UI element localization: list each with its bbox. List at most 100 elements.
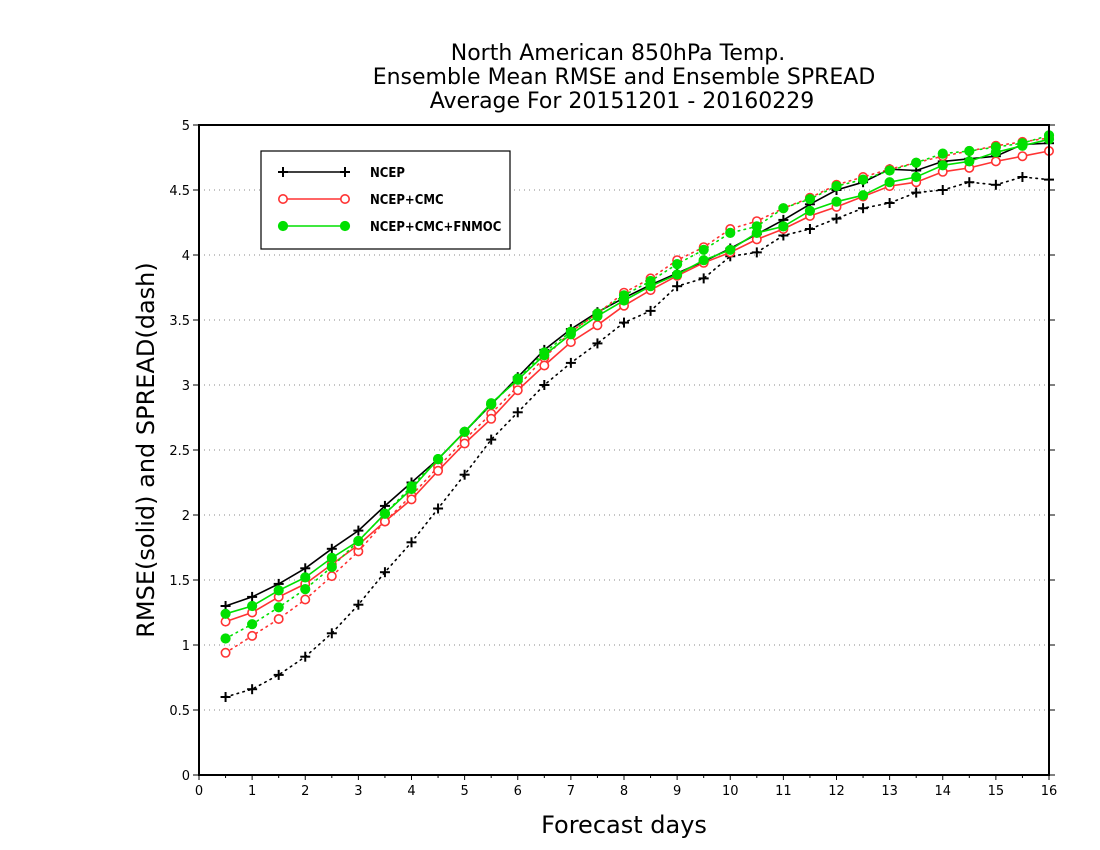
series-ncep-cmc-fnmoc-spread-point [911, 157, 922, 168]
series-ncep-cmc-fnmoc-rmse-point [539, 350, 550, 361]
series-ncep-cmc-rmse-point [459, 438, 470, 449]
series-ncep-cmc-fnmoc-rmse-point [300, 572, 311, 583]
title-line-3: Average For 20151201 - 20160229 [430, 89, 815, 114]
y-tick-label-5: 2.5 [169, 444, 190, 459]
series-ncep-cmc-fnmoc-rmse-point [1017, 140, 1028, 151]
series-ncep-cmc-fnmoc-rmse-point [592, 311, 603, 322]
legend-label: NCEP+CMC+FNMOC [370, 220, 501, 235]
x-tick-label-6: 6 [514, 784, 522, 799]
legend-marker-start [277, 220, 289, 232]
series-ncep-spread-point [539, 380, 550, 390]
series-ncep-spread-point [698, 273, 709, 284]
series-ncep-rmse-point [326, 543, 337, 554]
series-ncep-cmc-spread-point [220, 647, 231, 658]
series-ncep-cmc-fnmoc-rmse-point [432, 454, 444, 465]
series-ncep-spread-point [486, 434, 497, 445]
series-ncep-spread-point [804, 224, 815, 234]
series-ncep-cmc-fnmoc-rmse-point [937, 160, 948, 171]
x-tick-label-12: 12 [828, 784, 845, 799]
series-ncep-spread-point [379, 567, 390, 578]
series-ncep-spread-point [459, 469, 470, 480]
legend-box [260, 150, 511, 250]
series-ncep-cmc-fnmoc-rmse-point [565, 329, 576, 340]
series-ncep-cmc-fnmoc-rmse-point [725, 244, 736, 255]
series-ncep-spread-point [433, 503, 444, 514]
series-ncep-cmc-rmse-point [433, 465, 444, 476]
series-ncep-cmc-fnmoc-spread-point [857, 174, 869, 185]
x-tick-label-7: 7 [567, 784, 575, 799]
series-ncep-spread-point [592, 338, 603, 349]
series-ncep-cmc-rmse-point [486, 413, 497, 424]
series-ncep-cmc-rmse-point [592, 320, 603, 331]
series-ncep-spread-point [990, 179, 1001, 190]
x-tick-label-4: 4 [407, 784, 415, 799]
series-ncep-spread-point [858, 203, 869, 214]
series-ncep-spread-point [220, 692, 231, 702]
series-ncep-cmc-fnmoc-spread-point [964, 145, 975, 157]
series-ncep-spread-point [326, 628, 337, 639]
series-ncep-rmse-point [353, 525, 364, 536]
legend-item-ncep: NCEP [278, 166, 405, 181]
series-ncep-cmc-rmse-point [1017, 151, 1028, 162]
series-ncep-cmc-fnmoc-rmse-point [672, 269, 683, 280]
series-ncep-cmc-fnmoc-spread-point [937, 148, 948, 159]
x-tick-label-14: 14 [934, 784, 951, 799]
series-ncep-cmc-fnmoc-spread-point [804, 194, 816, 205]
series-ncep-rmse-point [247, 591, 258, 602]
title-line-1: North American 850hPa Temp. [451, 41, 786, 66]
series-ncep-cmc-fnmoc-rmse-point [247, 600, 258, 612]
series-ncep-cmc-rmse-point [512, 385, 523, 396]
x-tick-label-10: 10 [722, 784, 739, 799]
series-ncep-spread-point [937, 185, 948, 195]
x-tick-label-15: 15 [988, 784, 1005, 799]
series-ncep-cmc-fnmoc-rmse-point [645, 281, 656, 292]
legend-marker-end [340, 167, 350, 177]
legend-marker-start [277, 194, 288, 205]
x-tick-label-13: 13 [881, 784, 898, 799]
series-ncep-cmc-fnmoc-rmse [220, 134, 1055, 619]
series-ncep-spread-point [300, 651, 311, 662]
series-ncep-spread-point [911, 187, 922, 198]
legend-item-ncep-cmc: NCEP+CMC [277, 193, 444, 208]
legend: NCEP NCEP+CMC NCEP+CMC+FNMOC [260, 150, 511, 250]
series-ncep-spread-point [1017, 172, 1028, 182]
series-ncep-spread [220, 172, 1054, 702]
y-axis-title: RMSE(solid) and SPREAD(dash) [132, 262, 160, 638]
series-ncep-cmc-rmse-point [406, 494, 417, 505]
series-ncep-cmc-fnmoc-rmse-point [220, 608, 231, 619]
series-ncep-cmc-fnmoc-rmse-point [751, 227, 762, 238]
series-ncep-spread-point [619, 317, 629, 328]
series [220, 130, 1055, 702]
x-tick-label-3: 3 [354, 784, 362, 799]
series-ncep-cmc-fnmoc-spread-point [672, 259, 683, 270]
grid [199, 189, 1049, 711]
series-ncep-cmc-fnmoc-rmse-point [884, 177, 895, 188]
series-ncep-spread-point [751, 247, 762, 258]
series-ncep-cmc-fnmoc-rmse-point [990, 147, 1001, 158]
series-ncep-cmc-fnmoc-spread-point [725, 227, 736, 238]
series-ncep-spread-point [353, 599, 364, 610]
series-ncep-rmse-point [300, 563, 311, 574]
series-ncep-cmc-fnmoc-spread-point [220, 633, 231, 644]
series-ncep-cmc-fnmoc-rmse-point [698, 255, 709, 266]
series-ncep-spread-point [831, 213, 842, 224]
series-ncep-cmc-fnmoc-spread-point [326, 561, 337, 573]
x-axis-title: Forecast days [541, 811, 707, 839]
x-tick-label-2: 2 [301, 784, 309, 799]
x-tick-label-9: 9 [673, 784, 681, 799]
y-tick-label-1: 0.5 [169, 704, 190, 719]
series-ncep-cmc-spread-point [300, 594, 311, 605]
series-ncep-cmc-fnmoc-rmse-point [778, 221, 789, 232]
legend-marker-start [278, 167, 288, 177]
series-ncep-spread-point [964, 177, 975, 188]
series-ncep-cmc-fnmoc-rmse-point [831, 196, 842, 207]
x-tick-label-16: 16 [1041, 784, 1058, 799]
series-ncep-cmc-fnmoc-spread-point [778, 203, 789, 214]
series-ncep-cmc-fnmoc-rmse-point [353, 535, 364, 547]
y-tick-label-9: 4.5 [169, 184, 190, 199]
x-tick-label-0: 0 [195, 784, 203, 799]
x-tick-label-5: 5 [460, 784, 468, 799]
y-tick-label-3: 1.5 [169, 574, 190, 589]
x-tick-label-1: 1 [248, 784, 256, 799]
series-ncep-cmc-rmse-point [990, 156, 1001, 167]
